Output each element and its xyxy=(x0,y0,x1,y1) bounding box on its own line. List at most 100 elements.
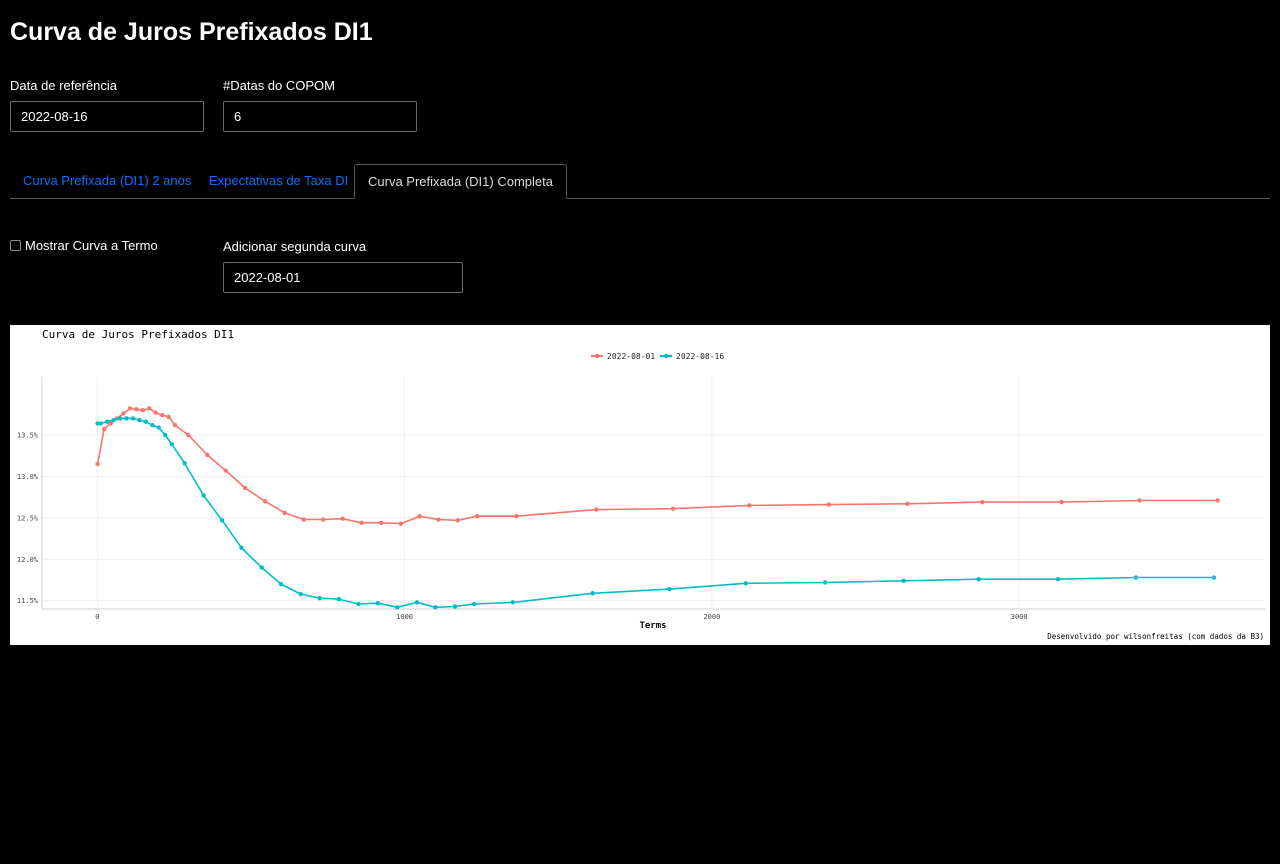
second-curve-label: Adicionar segunda curva xyxy=(223,239,367,254)
series-point-0 xyxy=(166,414,171,419)
series-point-1 xyxy=(433,605,438,610)
x-axis-label: Terms xyxy=(639,621,666,631)
legend-label: 2022-08-16 xyxy=(676,352,724,361)
series-point-0 xyxy=(262,499,268,504)
series-point-0 xyxy=(474,514,480,519)
tab-curva-2-anos[interactable]: Curva Prefixada (DI1) 2 anos xyxy=(23,173,192,188)
legend-label: 2022-08-01 xyxy=(607,352,655,361)
series-point-1 xyxy=(414,600,420,605)
copom-dates-label: #Datas do COPOM xyxy=(223,78,335,93)
series-point-1 xyxy=(452,604,458,609)
x-tick-label: 2000 xyxy=(703,613,720,621)
x-tick-label: 0 xyxy=(95,613,99,621)
series-point-1 xyxy=(510,600,515,605)
series-point-1 xyxy=(590,591,595,596)
show-forward-checkbox[interactable] xyxy=(10,240,21,251)
series-point-1 xyxy=(111,417,116,423)
series-point-0 xyxy=(95,461,100,467)
series-point-0 xyxy=(172,422,178,428)
second-curve-input[interactable] xyxy=(223,262,463,293)
series-point-1 xyxy=(317,596,322,601)
series-point-1 xyxy=(278,581,284,587)
series-point-0 xyxy=(159,412,165,418)
series-point-0 xyxy=(514,514,519,519)
tab-bar: Curva Prefixada (DI1) 2 anos Expectativa… xyxy=(10,164,1270,199)
series-point-0 xyxy=(1137,498,1142,503)
reference-date-input[interactable] xyxy=(10,101,204,132)
series-point-1 xyxy=(219,518,225,523)
series-point-1 xyxy=(1133,575,1139,580)
chart-title: Curva de Juros Prefixados DI1 xyxy=(42,328,234,341)
series-line-1 xyxy=(97,417,1214,609)
series-point-0 xyxy=(134,407,139,412)
legend-swatch-dot xyxy=(594,353,600,359)
series-point-1 xyxy=(124,416,129,421)
series-point-0 xyxy=(140,407,145,413)
series-point-1 xyxy=(336,596,342,602)
series-point-0 xyxy=(282,510,287,516)
series-point-1 xyxy=(163,432,168,438)
series-point-1 xyxy=(156,425,161,430)
series-point-1 xyxy=(743,581,748,586)
series-point-1 xyxy=(259,565,264,570)
y-tick-label: 13.5% xyxy=(17,432,39,440)
chart-series xyxy=(95,406,1220,610)
x-tick-label: 1000 xyxy=(396,613,413,621)
series-point-1 xyxy=(1211,575,1217,580)
series-point-1 xyxy=(182,460,187,466)
series-point-0 xyxy=(108,421,113,426)
series-point-0 xyxy=(1215,498,1220,503)
series-point-1 xyxy=(375,601,381,606)
series-point-0 xyxy=(147,406,152,411)
series-point-1 xyxy=(95,421,100,426)
chart-legend: 2022-08-01 2022-08-16 xyxy=(591,352,724,361)
chart-svg: Curva de Juros Prefixados DI1 2022-08-01… xyxy=(17,328,1265,641)
series-point-0 xyxy=(121,411,126,416)
show-forward-row[interactable]: Mostrar Curva a Termo xyxy=(10,238,158,253)
y-tick-label: 12.0% xyxy=(17,556,39,564)
series-point-0 xyxy=(186,432,191,438)
tab-curva-completa[interactable]: Curva Prefixada (DI1) Completa xyxy=(354,164,567,199)
show-forward-label: Mostrar Curva a Termo xyxy=(25,238,158,253)
series-point-1 xyxy=(201,493,206,498)
series-point-0 xyxy=(320,517,326,522)
yield-curve-chart: Curva de Juros Prefixados DI1 2022-08-01… xyxy=(10,325,1270,645)
series-point-0 xyxy=(153,410,158,415)
y-tick-label: 12.5% xyxy=(17,514,39,522)
series-point-1 xyxy=(239,545,244,550)
series-point-1 xyxy=(137,417,142,423)
series-point-1 xyxy=(976,576,981,582)
series-point-1 xyxy=(395,605,400,610)
series-point-0 xyxy=(301,517,307,522)
series-point-0 xyxy=(101,427,107,432)
series-point-1 xyxy=(356,601,361,607)
series-point-0 xyxy=(1059,499,1064,505)
legend-swatch-dot xyxy=(663,353,669,359)
series-point-0 xyxy=(747,503,752,508)
series-point-0 xyxy=(127,406,133,411)
reference-date-label: Data de referência xyxy=(10,78,117,93)
series-point-0 xyxy=(398,521,404,526)
series-point-1 xyxy=(98,421,103,426)
series-point-1 xyxy=(143,419,149,424)
series-point-0 xyxy=(980,499,985,505)
series-point-0 xyxy=(670,506,676,511)
series-point-1 xyxy=(822,580,828,585)
series-point-0 xyxy=(340,516,345,521)
series-point-1 xyxy=(117,416,123,421)
y-tick-label: 13.0% xyxy=(17,473,39,481)
page-title: Curva de Juros Prefixados DI1 xyxy=(10,18,373,46)
series-point-1 xyxy=(169,441,174,447)
chart-axes: 11.5% 12.0% 12.5% 13.0% 13.5% 0 1000 2000 3000 xyxy=(17,377,1265,621)
series-point-0 xyxy=(436,517,441,522)
y-tick-label: 11.5% xyxy=(17,597,39,605)
series-point-0 xyxy=(379,520,384,526)
tab-expectativas-taxa-di[interactable]: Expectativas de Taxa DI xyxy=(209,173,349,188)
series-point-1 xyxy=(298,591,303,597)
series-point-1 xyxy=(104,419,110,424)
series-point-1 xyxy=(130,416,136,421)
chart-caption: Desenvolvido por wilsonfreitas (com dado… xyxy=(1047,632,1264,641)
series-point-1 xyxy=(1055,576,1061,582)
copom-dates-input[interactable] xyxy=(223,101,417,132)
series-point-0 xyxy=(205,452,210,458)
